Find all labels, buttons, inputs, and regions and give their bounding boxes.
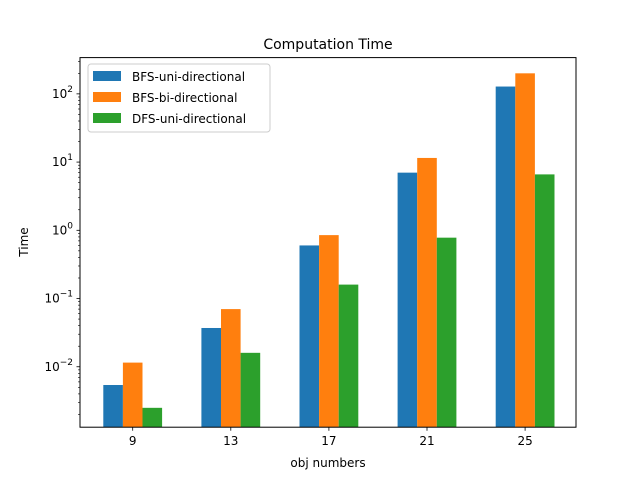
y-tick-label: 101 [52,153,73,169]
y-tick-label: 10−2 [44,358,73,374]
plot-area [103,73,555,428]
x-tick-label: 17 [321,434,336,448]
x-tick-label: 13 [223,434,238,448]
bar-bfs-bi-directional-13 [221,309,241,428]
legend-box [87,63,271,133]
bar-dfs-uni-directional-25 [534,174,555,428]
x-tick-label: 9 [129,434,137,448]
legend: BFS-uni-directional BFS-bi-directional DFS… [87,63,271,133]
bar-dfs-uni-directional-9 [142,407,163,428]
bar-bfs-uni-directional-17 [299,245,320,428]
y-tick-label: 100 [52,221,73,237]
bar-dfs-uni-directional-17 [338,284,359,428]
bar-bfs-bi-directional-9 [122,362,143,428]
legend-label: BFS-uni-directional [132,70,245,84]
bar-bfs-uni-directional-13 [201,327,221,428]
bar-bfs-bi-directional-21 [417,157,437,428]
legend-label: DFS-uni-directional [132,112,246,126]
x-axis-title: obj numbers [290,456,365,470]
y-axis: 10−2 10−1 100 101 102 [44,61,80,415]
legend-label: BFS-bi-directional [132,91,237,105]
bar-bfs-bi-directional-17 [319,235,339,428]
bar-bfs-bi-directional-25 [515,73,535,428]
bar-bfs-uni-directional-21 [397,172,418,428]
legend-swatch [93,113,121,123]
axes-frame [79,57,577,428]
x-tick-label: 25 [517,434,532,448]
x-axis: 9 13 17 21 25 [129,427,533,448]
legend-swatch [93,71,121,81]
chart-title: Computation Time [263,37,392,53]
bar-dfs-uni-directional-21 [436,237,457,428]
y-axis-title: Time [17,227,31,257]
x-tick-label: 21 [419,434,434,448]
bar-dfs-uni-directional-13 [240,352,261,428]
bar-bfs-uni-directional-9 [103,385,123,428]
legend-swatch [93,92,121,102]
y-tick-label: 102 [52,85,73,101]
bar-bfs-uni-directional-25 [495,86,516,428]
y-tick-label: 10−1 [44,290,73,306]
